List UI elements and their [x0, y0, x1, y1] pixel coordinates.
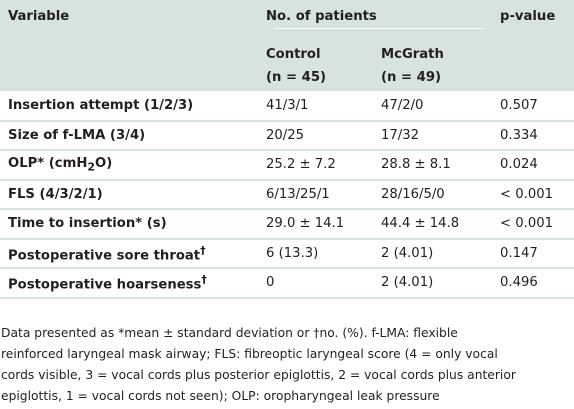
footnote-line: reinforced laryngeal mask airway; FLS: f… — [1, 347, 498, 361]
header-group-label: No. of patients — [266, 9, 377, 24]
cell-pvalue: 0.496 — [492, 268, 574, 299]
row-label-text: Postoperative sore throat — [8, 247, 201, 263]
cell-control: 25.2 ± 7.2 — [258, 150, 373, 181]
row-label-subscript: 2 — [87, 160, 96, 174]
header-control-label: Control — [266, 46, 321, 62]
table-row: Postoperative sore throat† 6 (13.3) 2 (4… — [0, 238, 574, 269]
results-table: Variable No. of patients p-value Control… — [0, 0, 574, 299]
row-label: Size of f-LMA (3/4) — [0, 120, 258, 151]
cell-mcgrath: 17/32 — [373, 120, 492, 151]
row-label-superscript: † — [201, 273, 207, 287]
table-row: Time to insertion* (s) 29.0 ± 14.1 44.4 … — [0, 209, 574, 240]
footnote-line: epiglottis, 1 = vocal cords not seen); O… — [1, 389, 440, 403]
cell-mcgrath: 44.4 ± 14.8 — [373, 209, 492, 240]
cell-control: 29.0 ± 14.1 — [258, 209, 373, 240]
row-label: FLS (4/3/2/1) — [0, 179, 258, 210]
header-mcgrath-n: (n = 49) — [381, 69, 442, 85]
row-label: OLP* (cmH2O) — [0, 150, 258, 181]
header-variable: Variable — [0, 0, 258, 91]
row-label: Time to insertion* (s) — [0, 209, 258, 240]
header-mcgrath-label: McGrath — [381, 46, 444, 62]
cell-mcgrath: 28.8 ± 8.1 — [373, 150, 492, 181]
table-row: Postoperative hoarseness† 0 2 (4.01) 0.4… — [0, 268, 574, 299]
header-control: Control (n = 45) — [258, 40, 373, 91]
cell-control: 0 — [258, 268, 373, 299]
cell-control: 20/25 — [258, 120, 373, 151]
cell-pvalue: < 0.001 — [492, 179, 574, 210]
table-header: Variable No. of patients p-value Control… — [0, 0, 574, 91]
cell-mcgrath: 2 (4.01) — [373, 238, 492, 269]
cell-control: 6/13/25/1 — [258, 179, 373, 210]
cell-pvalue: 0.147 — [492, 238, 574, 269]
row-label-text: Postoperative hoarseness — [8, 277, 202, 293]
header-pvalue: p-value — [492, 0, 574, 91]
table-footnote: Data presented as *mean ± standard devia… — [0, 323, 574, 407]
cell-control: 6 (13.3) — [258, 238, 373, 269]
footnote-line: Data presented as *mean ± standard devia… — [1, 326, 458, 340]
cell-pvalue: 0.024 — [492, 150, 574, 181]
row-label: Postoperative hoarseness† — [0, 268, 258, 299]
row-label: Postoperative sore throat† — [0, 238, 258, 269]
cell-pvalue: 0.334 — [492, 120, 574, 151]
row-label-tail: O) — [95, 155, 113, 171]
row-label-text: OLP* (cmH — [8, 155, 88, 171]
footnote-line: cords visible, 3 = vocal cords plus post… — [1, 368, 516, 382]
header-group-rule — [274, 28, 484, 29]
header-group: No. of patients — [258, 0, 492, 40]
cell-pvalue: < 0.001 — [492, 209, 574, 240]
table-row: Size of f-LMA (3/4) 20/25 17/32 0.334 — [0, 120, 574, 151]
table-row: Insertion attempt (1/2/3) 41/3/1 47/2/0 … — [0, 91, 574, 122]
cell-mcgrath: 28/16/5/0 — [373, 179, 492, 210]
row-label-superscript: † — [200, 243, 206, 257]
cell-pvalue: 0.507 — [492, 91, 574, 122]
cell-control: 41/3/1 — [258, 91, 373, 122]
table-row: FLS (4/3/2/1) 6/13/25/1 28/16/5/0 < 0.00… — [0, 179, 574, 210]
cell-mcgrath: 2 (4.01) — [373, 268, 492, 299]
table-body: Insertion attempt (1/2/3) 41/3/1 47/2/0 … — [0, 91, 574, 299]
row-label: Insertion attempt (1/2/3) — [0, 91, 258, 122]
cell-mcgrath: 47/2/0 — [373, 91, 492, 122]
header-control-n: (n = 45) — [266, 69, 327, 85]
table-row: OLP* (cmH2O) 25.2 ± 7.2 28.8 ± 8.1 0.024 — [0, 150, 574, 181]
header-mcgrath: McGrath (n = 49) — [373, 40, 492, 91]
